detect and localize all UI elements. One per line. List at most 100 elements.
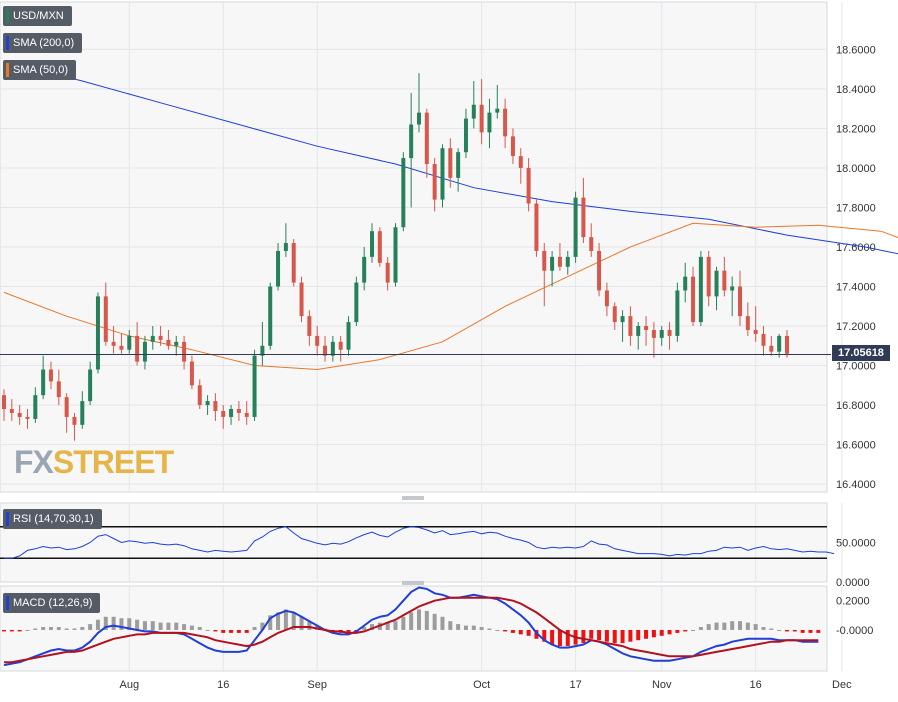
- candle-body-22: [174, 341, 179, 346]
- y-tick-label-7: 17.8000: [836, 202, 876, 214]
- macd-hist-bar-79: [620, 629, 625, 644]
- candle-body-73: [573, 197, 578, 257]
- candle-body-37: [291, 243, 296, 283]
- macd-hist-bar-59: [463, 625, 468, 630]
- macd-hist-bar-94: [738, 621, 743, 630]
- macd-hist-bar-92: [722, 622, 727, 630]
- macd-hist-bar-29: [229, 629, 234, 633]
- macd-hist-bar-16: [127, 618, 132, 630]
- macd-hist-bar-14: [111, 616, 116, 630]
- macd-hist-bar-37: [291, 612, 296, 630]
- candle-body-80: [628, 316, 633, 336]
- macd-hist-bar-46: [362, 627, 367, 630]
- macd-hist-bar-65: [510, 629, 515, 633]
- macd-hist-bar-56: [440, 616, 445, 630]
- macd-hist-bar-85: [667, 629, 672, 635]
- macd-hist-bar-18: [142, 621, 147, 630]
- candle-body-86: [675, 290, 680, 336]
- legend-label-sma200: SMA (200,0): [13, 37, 75, 49]
- candle-body-25: [197, 385, 202, 406]
- macd-hist-bar-64: [503, 629, 508, 632]
- candle-body-7: [56, 381, 61, 398]
- y-tick-label-8: 18.0000: [836, 163, 876, 175]
- candle-body-60: [471, 104, 476, 119]
- candle-body-90: [706, 256, 711, 297]
- candle-body-49: [385, 262, 390, 283]
- macd-hist-bar-88: [691, 629, 696, 631]
- y-tick-label-10: 18.4000: [836, 84, 876, 96]
- y-tick-label-2: 16.8000: [836, 400, 876, 412]
- legend-sma50[interactable]: SMA (50,0): [3, 60, 77, 80]
- candle-body-53: [416, 112, 421, 125]
- candle-body-36: [283, 243, 288, 251]
- macd-hist-bar-83: [651, 629, 656, 638]
- candle-body-89: [698, 256, 703, 323]
- candle-body-17: [135, 335, 140, 362]
- macd-hist-bar-35: [276, 612, 281, 630]
- candle-body-64: [503, 108, 508, 137]
- macd-hist-bar-68: [534, 629, 539, 639]
- candle-body-35: [276, 250, 281, 287]
- macd-hist-bar-72: [565, 629, 570, 647]
- rsi-y-tick-label-0: 50.0000: [836, 538, 876, 550]
- candle-body-91: [714, 270, 719, 297]
- macd-hist-bar-47: [370, 624, 375, 630]
- macd-hist-bar-33: [260, 622, 265, 630]
- x-tick-label-6: 16: [750, 679, 762, 691]
- macd-hist-bar-60: [471, 625, 476, 630]
- macd-hist-bar-84: [659, 629, 664, 636]
- macd-hist-bar-93: [730, 621, 735, 630]
- candle-body-68: [534, 203, 539, 251]
- macd-hist-bar-24: [189, 625, 194, 630]
- macd-hist-bar-66: [518, 629, 523, 635]
- legend-swatch-macd: [6, 596, 9, 610]
- candle-body-55: [432, 164, 437, 200]
- macd-hist-bar-95: [745, 622, 750, 630]
- macd-hist-bar-75: [589, 629, 594, 639]
- candle-body-13: [103, 296, 108, 342]
- legend-usdmxn[interactable]: USD/MXN: [3, 6, 72, 26]
- candle-body-92: [722, 270, 727, 291]
- macd-hist-bar-4: [33, 628, 38, 630]
- legend-sma200[interactable]: SMA (200,0): [3, 33, 83, 53]
- y-tick-label-6: 17.6000: [836, 242, 876, 254]
- rsi-line: [4, 526, 835, 559]
- macd-hist-bar-90: [706, 624, 711, 630]
- macd-hist-bar-8: [64, 628, 69, 630]
- candle-body-74: [581, 197, 586, 238]
- macd-hist-bar-80: [628, 629, 633, 642]
- fxstreet-watermark: FXSTREET: [14, 444, 174, 481]
- candle-body-43: [338, 341, 343, 350]
- legend-rsi[interactable]: RSI (14,70,30,1): [3, 509, 102, 529]
- legend-swatch-usdmxn: [6, 9, 9, 23]
- candle-body-21: [166, 339, 171, 346]
- candle-body-72: [565, 256, 570, 267]
- candle-body-44: [346, 322, 351, 350]
- x-tick-label-2: Sep: [307, 679, 327, 691]
- candle-body-3: [25, 416, 30, 419]
- candle-body-99: [777, 335, 782, 352]
- macd-hist-bar-99: [777, 629, 782, 631]
- candle-body-97: [761, 333, 766, 346]
- macd-hist-bar-2: [17, 629, 22, 632]
- watermark-street: STREET: [52, 444, 174, 480]
- macd-hist-bar-22: [174, 622, 179, 630]
- macd-hist-bar-11: [88, 624, 93, 630]
- macd-hist-bar-100: [785, 629, 789, 632]
- macd-y-tick-label-0: 0.2000: [836, 596, 870, 608]
- legend-label-rsi: RSI (14,70,30,1): [13, 513, 94, 525]
- candle-body-16: [127, 335, 132, 350]
- candle-body-45: [354, 282, 359, 323]
- candle-body-39: [307, 316, 312, 336]
- y-tick-label-3: 17.0000: [836, 361, 876, 373]
- candle-body-47: [370, 231, 375, 257]
- candle-body-62: [487, 112, 492, 133]
- macd-hist-bar-1: [9, 629, 14, 632]
- macd-hist-bar-58: [456, 624, 461, 630]
- macd-hist-bar-51: [401, 616, 406, 630]
- macd-hist-bar-69: [542, 629, 547, 642]
- x-tick-label-3: Oct: [473, 679, 490, 691]
- candle-body-93: [730, 286, 735, 291]
- legend-macd[interactable]: MACD (12,26,9): [3, 593, 101, 613]
- macd-hist-bar-12: [95, 619, 100, 630]
